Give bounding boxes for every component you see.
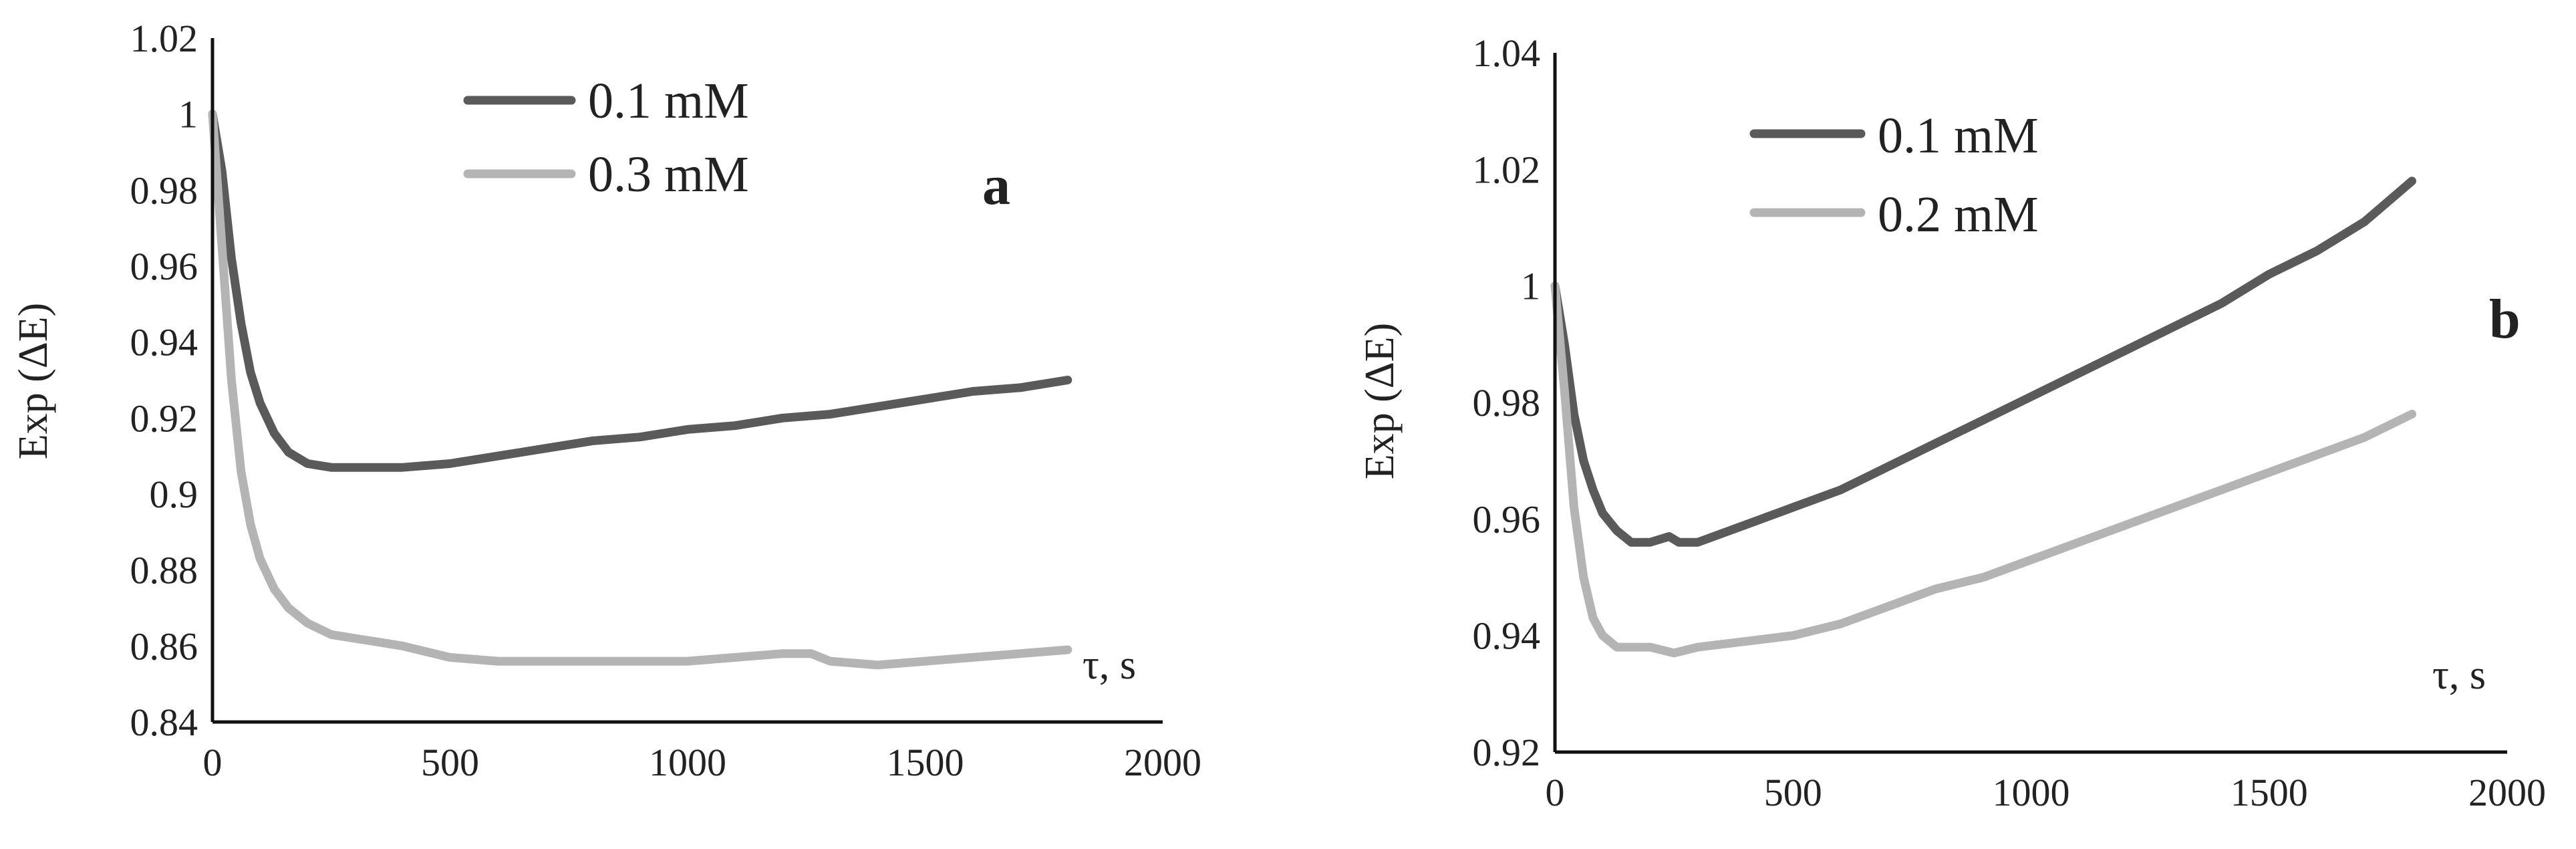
series-line-0.2-mM (1550, 281, 2416, 658)
legend-label-0.3-mM: 0.3 mM (588, 146, 749, 203)
y-tick-labels: 0.92 0.94 0.96 0.98 1 1.02 1.04 (1473, 31, 1541, 774)
chart-panel-a: 0.84 0.86 0.88 0.9 0.92 0.94 0.96 0.98 1 1.02 0 50… (11, 17, 1201, 784)
y-tick-label: 0.96 (1473, 497, 1541, 541)
y-tick-label: 1.02 (130, 17, 198, 60)
y-tick-label: 0.84 (130, 701, 198, 744)
x-axis-title: τ, s (1083, 642, 1136, 688)
x-tick-label: 1000 (649, 741, 726, 784)
y-tick-label: 0.88 (130, 549, 198, 592)
y-tick-label: 0.9 (150, 473, 198, 516)
y-tick-label: 0.92 (1473, 731, 1541, 774)
legend-label-0.1-mM: 0.1 mM (1878, 108, 2039, 164)
y-tick-label: 0.86 (130, 624, 198, 668)
x-tick-label: 2000 (1124, 741, 1201, 784)
y-tick-label: 1.02 (1473, 148, 1541, 191)
x-tick-label: 1500 (887, 741, 964, 784)
x-tick-label: 500 (1764, 771, 1822, 814)
y-tick-label: 0.92 (130, 396, 198, 440)
x-tick-labels: 0 500 1000 1500 2000 (203, 741, 1202, 784)
legend-label-0.1-mM: 0.1 mM (588, 73, 749, 129)
plot-lines (208, 110, 1072, 670)
x-tick-label: 2000 (2468, 771, 2546, 814)
x-tick-label: 0 (203, 741, 223, 784)
x-tick-label: 0 (1546, 771, 1565, 814)
y-tick-label: 0.98 (130, 168, 198, 212)
y-tick-label: 0.96 (130, 245, 198, 288)
plot-lines (1550, 176, 2416, 658)
x-tick-label: 1000 (1993, 771, 2070, 814)
y-tick-label: 1 (1521, 265, 1540, 308)
y-tick-label: 0.94 (130, 321, 198, 364)
x-tick-labels: 0 500 1000 1500 2000 (1546, 771, 2547, 814)
y-tick-label: 0.94 (1473, 614, 1541, 658)
x-tick-label: 1500 (2231, 771, 2308, 814)
series-line-0.1-mM (1550, 176, 2416, 547)
panel-label: b (2489, 288, 2521, 350)
y-axis-title: Exp (ΔE) (1357, 323, 1403, 479)
y-tick-labels: 0.84 0.86 0.88 0.9 0.92 0.94 0.96 0.98 1 1.02 (130, 17, 198, 744)
legend: 0.1 mM 0.3 mM (463, 73, 749, 203)
y-tick-label: 0.98 (1473, 381, 1541, 424)
legend-label-0.2-mM: 0.2 mM (1878, 187, 2039, 243)
chart-panel-b: 0.92 0.94 0.96 0.98 1 1.02 1.04 0 500 1000 1500 20… (1357, 31, 2546, 814)
series-line-0.1-mM (208, 110, 1072, 472)
y-tick-label: 1.04 (1473, 31, 1541, 75)
panel-label: a (982, 154, 1010, 217)
series-line-0.3-mM (208, 110, 1072, 670)
x-tick-label: 500 (421, 741, 479, 784)
legend: 0.1 mM 0.2 mM (1749, 108, 2039, 243)
y-tick-label: 1 (178, 93, 198, 136)
y-axis-title: Exp (ΔE) (11, 303, 56, 459)
x-axis-title: τ, s (2432, 652, 2486, 698)
